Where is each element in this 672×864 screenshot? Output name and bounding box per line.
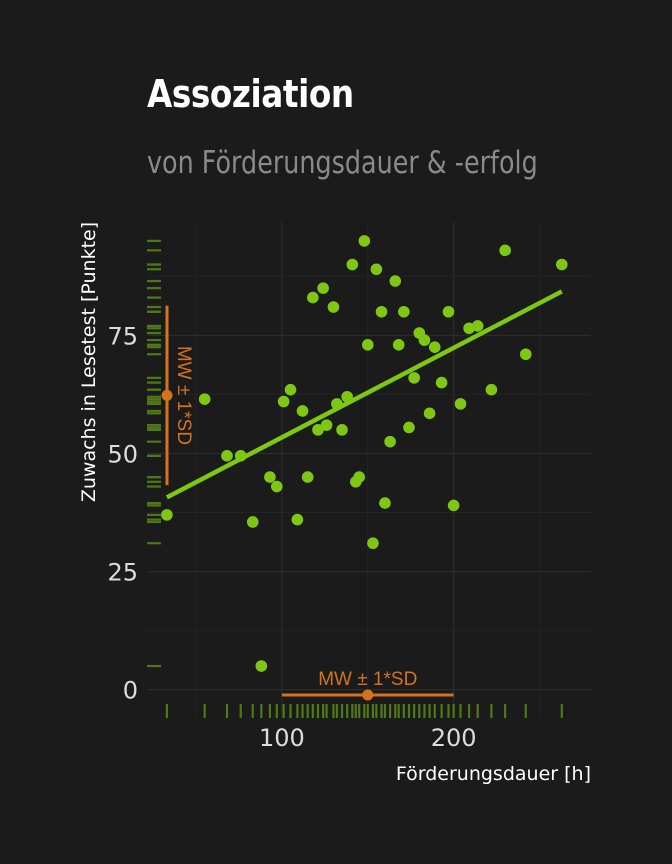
data-point [447,499,460,512]
data-point [370,263,383,276]
data-point [423,407,436,420]
data-point [312,424,324,436]
data-point [198,393,211,405]
data-point [277,395,290,408]
chart-title: Assoziation [147,72,354,116]
y-tick-label: 75 [107,322,138,350]
data-point [264,471,276,483]
data-point [320,419,333,431]
chart-subtitle: von Förderungsdauer & -erfolg [147,145,538,181]
y-tick-label: 25 [107,559,138,587]
data-point [398,305,410,318]
data-point [384,435,396,448]
y-axis-title: Zuwachs in Lesetest [Punkte] [78,222,100,502]
data-point [392,339,405,351]
summary-bars: MW ± 1*SD MW ± 1*SD [161,305,454,701]
data-point [301,471,314,483]
data-point [327,301,340,313]
rug-marks [147,239,563,718]
trend-line [165,289,563,500]
x-axis-title: Förderungsdauer [h] [396,763,591,785]
x-sd-label: MW ± 1*SD [318,669,417,690]
data-point [435,376,448,389]
y-mean-point [161,389,173,401]
data-point [556,258,568,271]
data-point [418,334,431,346]
data-point [499,244,511,257]
trend-line-group [165,289,563,500]
data-point [428,341,441,353]
data-point [331,398,343,410]
data-point [346,258,359,271]
data-point [221,450,233,462]
data-point [284,383,297,396]
data-point [519,348,532,361]
data-point [485,383,498,396]
data-point [442,305,455,318]
data-point [367,537,379,550]
data-point [255,660,268,672]
y-tick-label: 50 [107,440,138,468]
data-point [408,372,420,384]
x-mean-point [362,689,374,701]
data-point [454,398,467,410]
data-point [375,305,388,318]
data-point [336,424,348,436]
data-point [358,235,371,247]
data-point [246,516,259,528]
grid [148,222,591,718]
y-sd-label: MW ± 1*SD [173,346,194,445]
data-point [270,480,283,493]
data-point [234,450,247,462]
data-point [161,509,173,521]
data-point [341,390,353,403]
data-point [296,405,309,417]
data-point [471,320,484,332]
data-point [403,421,415,434]
x-tick-label: 100 [259,724,305,752]
data-point [379,497,391,509]
data-point [389,275,402,287]
data-point [353,471,365,483]
data-point [307,291,319,304]
data-point [291,513,304,526]
data-point [361,339,374,351]
data-points [161,235,568,672]
data-point [317,282,329,294]
tick-labels: 100 200 0 25 50 75 [107,322,476,752]
y-tick-label: 0 [123,677,138,705]
x-tick-label: 200 [431,724,477,752]
